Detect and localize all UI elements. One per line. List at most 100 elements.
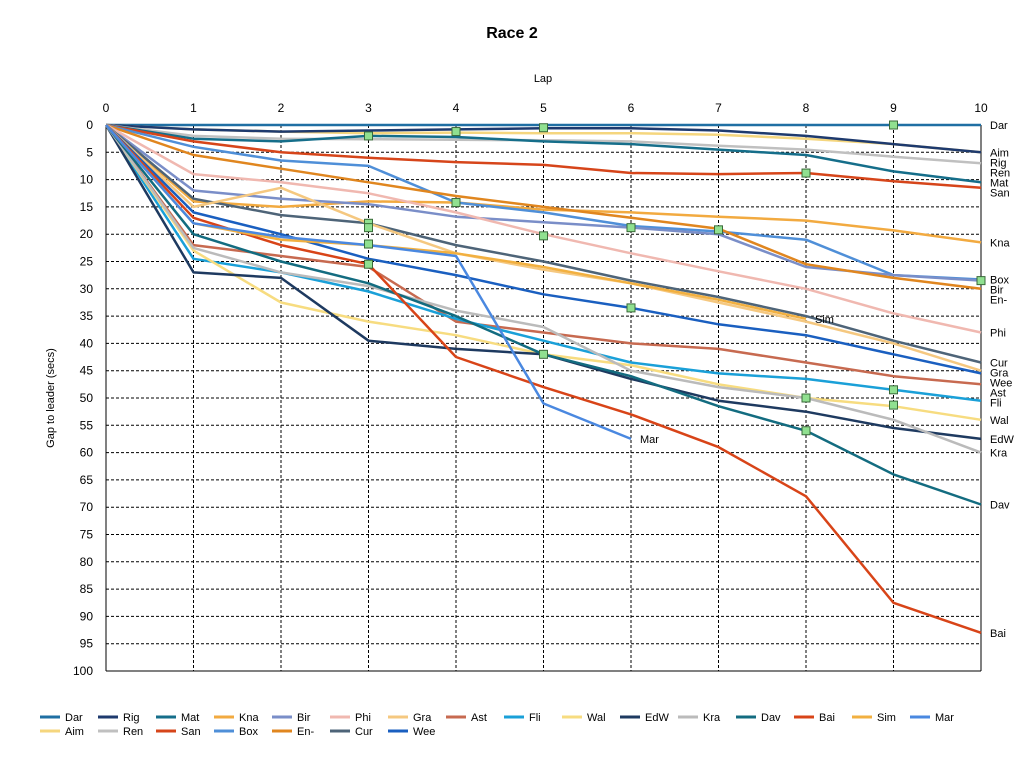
legend-label: Rig	[123, 712, 140, 724]
chart-title: Race 2	[486, 25, 538, 42]
series-line-Fli	[104, 124, 982, 402]
legend-label: Cur	[355, 726, 373, 738]
series-end-label: San	[990, 187, 1010, 199]
lap-marker	[976, 276, 986, 286]
series-line-En-	[105, 123, 982, 291]
legend-label: Bai	[819, 712, 835, 724]
legend-label: Ren	[123, 726, 143, 738]
series-end-label: Cur	[990, 358, 1008, 370]
x-tick-label: 3	[365, 101, 372, 115]
legend-label: Kna	[239, 712, 259, 724]
series-end-labels: DarAimRigRenMatSanKnaBoxBirEn-PhiCurGraW…	[640, 120, 1014, 640]
y-tick-label: 0	[86, 118, 93, 132]
series-end-label: Wee	[990, 378, 1012, 390]
y-tick-label: 70	[80, 500, 94, 514]
axis-ticks: 0 1 2 3 4 5 6 7 8 9 100510152025303540455055606570…	[73, 101, 988, 678]
series-end-label: Bir	[990, 285, 1004, 297]
series-end-label: Dar	[990, 120, 1008, 132]
series-line-Wee	[105, 124, 982, 375]
series-end-label: Kra	[990, 448, 1008, 460]
y-tick-label: 80	[80, 555, 94, 569]
lap-marker	[539, 349, 548, 359]
lap-marker	[626, 223, 636, 233]
series-line-Cur	[105, 124, 982, 364]
lap-marker	[364, 259, 373, 269]
legend-label: Wee	[413, 726, 435, 738]
legend-label: Bir	[297, 712, 311, 724]
legend-label: Ast	[471, 712, 487, 724]
series-lines	[104, 123, 982, 634]
legend-label: Mar	[935, 712, 954, 724]
lap-marker	[714, 225, 723, 235]
y-tick-label: 20	[80, 227, 94, 241]
y-tick-label: 25	[80, 255, 94, 269]
y-tick-label: 15	[80, 200, 94, 214]
y-tick-label: 5	[86, 145, 93, 159]
series-end-label: Ren	[990, 167, 1010, 179]
y-tick-label: 10	[80, 173, 94, 187]
series-line-Gra	[105, 124, 982, 372]
lap-marker	[889, 400, 898, 410]
lap-marker	[801, 168, 811, 178]
x-tick-label: 7	[715, 101, 722, 115]
lap-marker	[451, 198, 461, 208]
x-tick-label: 0	[103, 101, 110, 115]
y-tick-label: 55	[80, 418, 94, 432]
series-end-label: Mat	[990, 177, 1008, 189]
legend-label: Fli	[529, 712, 541, 724]
y-axis-title: Gap to leader (secs)	[45, 348, 57, 448]
y-tick-label: 60	[80, 446, 94, 460]
series-end-label: Fli	[990, 398, 1002, 410]
y-tick-label: 40	[80, 336, 94, 350]
series-end-label: Kna	[990, 237, 1010, 249]
y-tick-label: 30	[80, 282, 94, 296]
series-end-label: Sim	[815, 314, 834, 326]
series-end-label: Bai	[990, 628, 1006, 640]
legend-label: Sim	[877, 712, 896, 724]
series-end-label: Gra	[990, 368, 1009, 380]
series-end-label: Phi	[990, 327, 1006, 339]
lap-marker	[364, 239, 373, 249]
y-tick-label: 50	[80, 391, 94, 405]
legend-label: Wal	[587, 712, 606, 724]
lap-marker	[364, 131, 373, 141]
y-tick-label: 75	[80, 528, 94, 542]
lap-marker	[539, 123, 548, 133]
legend-label: San	[181, 726, 201, 738]
x-axis-title: Lap	[534, 73, 552, 85]
lap-marker	[364, 223, 373, 233]
lap-marker	[539, 231, 548, 241]
legend-label: Dav	[761, 712, 781, 724]
legend-label: EdW	[645, 712, 669, 724]
series-line-Mat	[105, 123, 982, 184]
series-end-label: Mar	[640, 434, 659, 446]
series-line-Kna	[105, 124, 982, 244]
y-tick-label: 100	[73, 664, 93, 678]
series-line-San	[105, 123, 982, 190]
legend-label: Dar	[65, 712, 83, 724]
lap-marker	[801, 426, 811, 436]
x-tick-label: 2	[278, 101, 285, 115]
x-tick-label: 8	[803, 101, 810, 115]
series-end-label: En-	[990, 295, 1007, 307]
y-tick-label: 85	[80, 582, 94, 596]
legend-label: Phi	[355, 712, 371, 724]
y-tick-label: 65	[80, 473, 94, 487]
lap-marker	[626, 303, 636, 313]
lap-marker	[889, 120, 898, 130]
x-tick-label: 6	[628, 101, 635, 115]
legend-label: Kra	[703, 712, 721, 724]
y-tick-label: 95	[80, 637, 94, 651]
series-line-Kra	[104, 124, 982, 454]
legend-label: Box	[239, 726, 258, 738]
y-tick-label: 45	[80, 364, 94, 378]
x-tick-label: 5	[540, 101, 547, 115]
x-tick-label: 1	[190, 101, 197, 115]
series-end-label: Ast	[990, 388, 1006, 400]
series-end-label: Wal	[990, 415, 1009, 427]
series-end-label: Aim	[990, 147, 1009, 159]
y-tick-label: 35	[80, 309, 94, 323]
series-end-label: Rig	[990, 157, 1007, 169]
series-line-Box	[105, 123, 982, 281]
